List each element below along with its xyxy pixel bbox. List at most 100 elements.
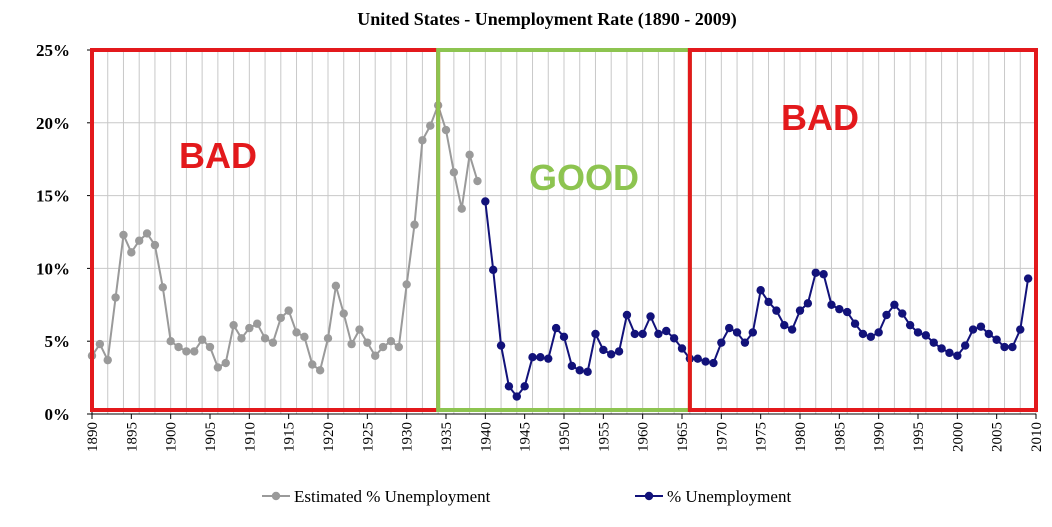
data-point-actual	[654, 329, 663, 339]
data-point-actual	[772, 306, 781, 315]
data-point-actual	[764, 297, 773, 307]
data-point-estimated	[402, 280, 411, 289]
data-point-actual	[646, 312, 655, 321]
data-point-actual	[575, 366, 584, 375]
data-point-actual	[599, 345, 608, 355]
data-point-actual	[984, 329, 993, 339]
data-point-estimated	[158, 283, 167, 292]
data-point-estimated	[245, 323, 254, 333]
data-point-actual	[559, 332, 569, 342]
data-point-estimated	[284, 306, 293, 315]
data-point-actual	[717, 338, 726, 347]
data-point-estimated	[457, 204, 466, 213]
x-tick-label: 1995	[911, 422, 927, 452]
y-tick-label: 10%	[36, 259, 70, 278]
data-point-estimated	[190, 347, 199, 356]
data-point-actual	[496, 341, 506, 350]
data-point-estimated	[394, 342, 403, 352]
data-point-actual	[622, 310, 632, 320]
data-point-actual	[669, 334, 679, 343]
x-tick-label: 1925	[360, 422, 376, 452]
bad-zone-box	[687, 48, 1038, 412]
data-point-estimated	[166, 337, 175, 346]
y-tick-label: 20%	[36, 114, 70, 133]
data-point-actual	[953, 351, 962, 360]
bad-zone-label: BAD	[781, 97, 859, 138]
series-line-actual	[484, 201, 1030, 399]
data-point-actual	[929, 338, 938, 347]
data-point-estimated	[292, 328, 301, 337]
legend-label-estimated: Estimated % Unemployment	[294, 487, 491, 506]
x-tick-label: 1910	[242, 422, 258, 452]
data-point-actual	[968, 325, 978, 334]
data-point-actual	[748, 328, 757, 337]
legend-label-actual: % Unemployment	[667, 487, 791, 506]
data-point-actual	[551, 323, 561, 333]
chart-title: United States - Unemployment Rate (1890 …	[357, 9, 736, 30]
data-point-actual	[693, 354, 702, 363]
data-point-estimated	[363, 338, 372, 347]
data-point-estimated	[213, 363, 223, 372]
data-point-estimated	[331, 281, 341, 291]
data-point-estimated	[260, 334, 270, 343]
data-point-actual	[630, 329, 639, 339]
x-tick-label: 1920	[321, 422, 337, 452]
data-point-estimated	[237, 334, 246, 343]
data-point-actual	[512, 392, 521, 401]
data-point-estimated	[465, 150, 474, 160]
data-point-actual	[976, 322, 986, 331]
data-point-actual	[481, 197, 490, 206]
data-point-actual	[520, 382, 529, 391]
x-tick-label: 2005	[990, 422, 1006, 452]
data-point-estimated	[142, 229, 152, 238]
data-point-estimated	[119, 230, 128, 240]
data-point-actual	[638, 329, 647, 339]
x-tick-label: 1955	[596, 422, 612, 452]
data-point-estimated	[95, 339, 105, 349]
data-point-actual	[937, 344, 946, 353]
x-tick-label: 1975	[754, 422, 770, 452]
data-point-actual	[528, 353, 537, 362]
data-point-actual	[740, 338, 750, 347]
y-tick-label: 5%	[45, 332, 71, 351]
x-tick-label: 1990	[872, 422, 888, 452]
data-point-estimated	[308, 360, 317, 369]
data-point-estimated	[371, 351, 380, 360]
data-point-actual	[1016, 325, 1025, 334]
x-tick-label: 1965	[675, 422, 691, 452]
data-point-estimated	[253, 319, 262, 328]
data-point-actual	[803, 299, 813, 308]
data-point-actual	[732, 328, 742, 337]
data-point-actual	[504, 382, 514, 391]
data-point-actual	[795, 306, 805, 315]
data-point-estimated	[347, 339, 356, 349]
x-tick-label: 1905	[203, 422, 219, 452]
data-point-estimated	[315, 366, 325, 375]
y-tick-label: 25%	[36, 41, 70, 60]
data-point-actual	[709, 358, 718, 368]
data-point-actual	[811, 268, 820, 277]
data-point-actual	[787, 325, 797, 334]
zone-layer: BAD GOOD BAD	[90, 48, 1038, 412]
data-point-actual	[843, 307, 852, 317]
data-point-estimated	[205, 342, 215, 352]
data-point-estimated	[449, 168, 459, 177]
data-point-actual	[662, 326, 671, 336]
data-point-actual	[882, 310, 891, 320]
x-tick-label: 1945	[518, 422, 534, 452]
data-point-estimated	[276, 313, 285, 323]
data-point-actual	[607, 350, 616, 359]
good-zone-label: GOOD	[529, 157, 639, 198]
data-point-actual	[1000, 342, 1009, 352]
x-tick-label: 1890	[85, 422, 101, 452]
data-point-actual	[866, 332, 875, 342]
data-point-actual	[827, 300, 836, 309]
data-point-actual	[591, 329, 600, 339]
legend-marker-actual	[644, 491, 654, 501]
y-tick-label: 0%	[45, 405, 71, 424]
data-point-estimated	[323, 334, 333, 343]
data-point-estimated	[378, 342, 388, 352]
data-point-actual	[583, 367, 592, 376]
data-point-actual	[921, 331, 931, 340]
data-point-estimated	[127, 248, 136, 257]
